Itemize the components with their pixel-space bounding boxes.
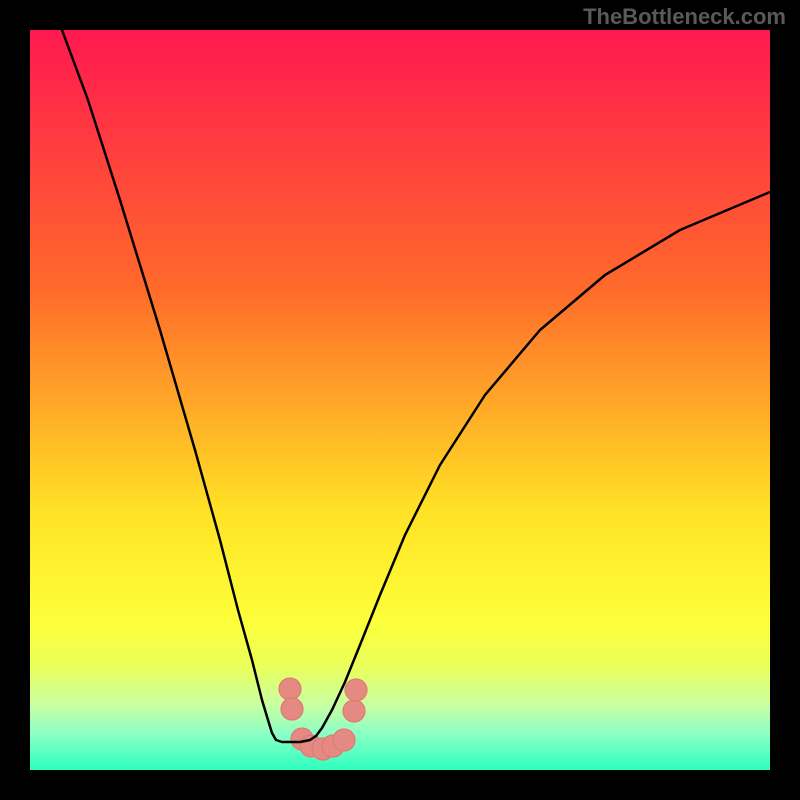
callus-dot: [343, 700, 365, 722]
callus-dot: [345, 679, 367, 701]
callus-dot: [281, 698, 303, 720]
chart-svg: [0, 0, 800, 800]
v-curve: [62, 30, 770, 742]
callus-cluster: [279, 678, 367, 760]
callus-dot: [333, 729, 355, 751]
chart-frame: TheBottleneck.com: [0, 0, 800, 800]
watermark-text: TheBottleneck.com: [583, 4, 786, 30]
callus-dot: [279, 678, 301, 700]
